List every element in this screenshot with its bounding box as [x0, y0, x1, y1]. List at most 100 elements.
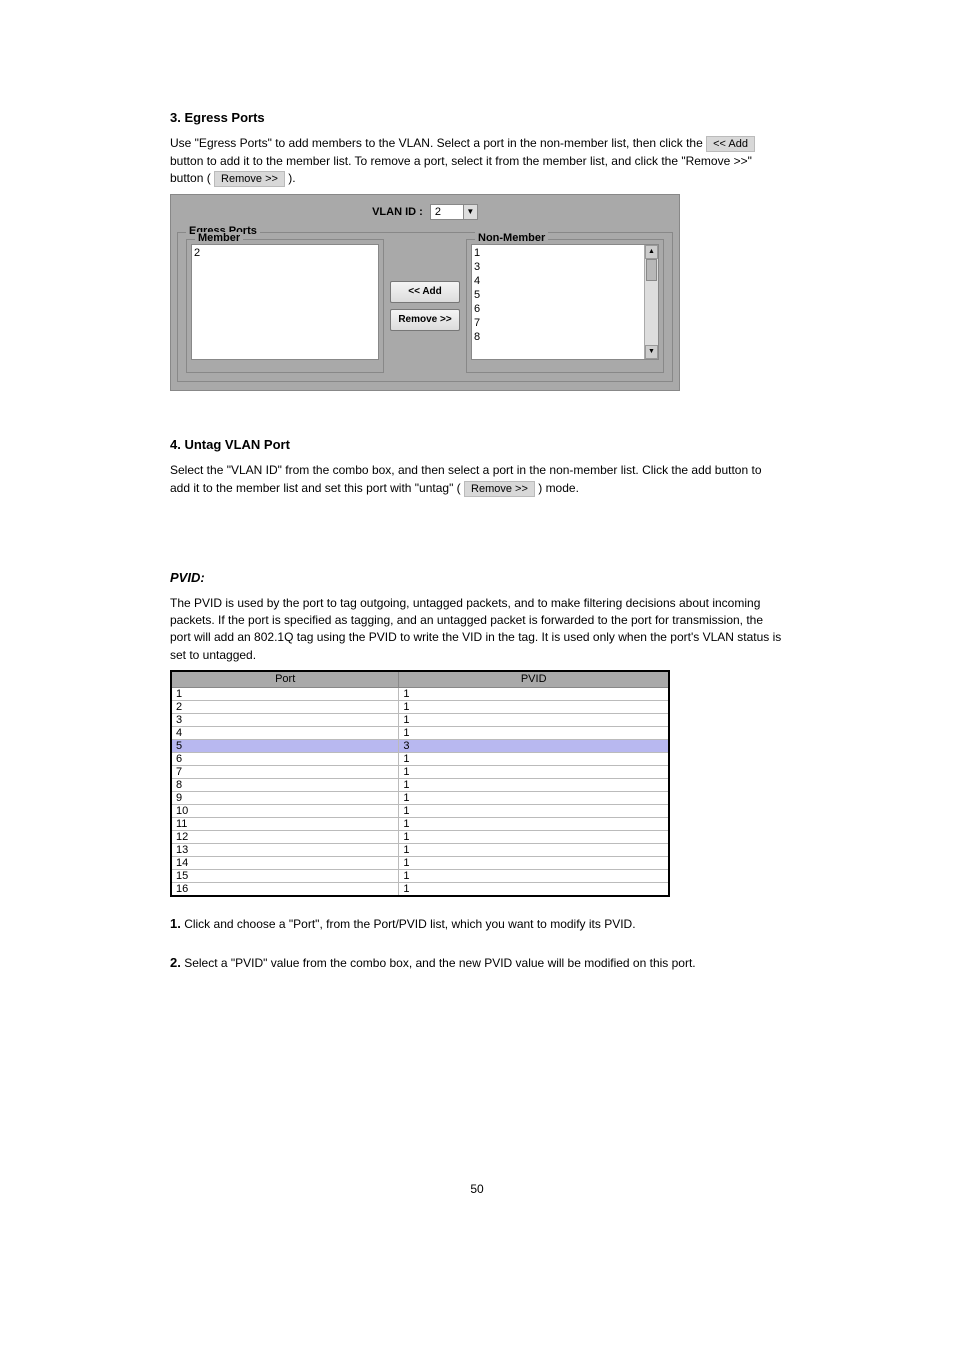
cell-port: 16	[171, 882, 399, 896]
scroll-track	[645, 281, 658, 345]
cell-pvid: 1	[399, 856, 669, 869]
table-row[interactable]: 31	[171, 713, 669, 726]
list-item[interactable]: 6	[474, 302, 640, 316]
section-title-untag: 4. Untag VLAN Port	[170, 437, 784, 452]
add-button[interactable]: << Add	[390, 281, 460, 303]
table-row[interactable]: 131	[171, 843, 669, 856]
step-1-number: 1.	[170, 916, 181, 931]
table-row[interactable]: 81	[171, 778, 669, 791]
table-row[interactable]: 121	[171, 830, 669, 843]
list-item[interactable]: 7	[474, 316, 640, 330]
cell-pvid: 1	[399, 830, 669, 843]
nonmember-column: Non-Member 1345678 ▲ ▼	[466, 239, 664, 373]
step-1-text: Click and choose a "Port", from the Port…	[184, 917, 635, 931]
remove-button[interactable]: Remove >>	[390, 309, 460, 331]
inline-remove-button-ref-2: Remove >>	[464, 481, 535, 497]
cell-pvid: 1	[399, 752, 669, 765]
vlan-id-row: VLAN ID : 2 ▼	[177, 201, 673, 228]
cell-port: 8	[171, 778, 399, 791]
cell-pvid: 1	[399, 713, 669, 726]
section-untag-vlan-port: 4. Untag VLAN Port Select the "VLAN ID" …	[170, 437, 784, 497]
scroll-up-icon[interactable]: ▲	[645, 245, 658, 259]
member-fieldset: Member 2	[186, 239, 384, 373]
scroll-down-icon[interactable]: ▼	[645, 345, 658, 359]
list-item[interactable]: 3	[474, 260, 640, 274]
egress-paragraph: Use "Egress Ports" to add members to the…	[170, 135, 784, 188]
table-row[interactable]: 21	[171, 700, 669, 713]
cell-pvid: 1	[399, 869, 669, 882]
cell-pvid: 1	[399, 882, 669, 896]
pvid-table-header-row: Port PVID	[171, 671, 669, 687]
list-item[interactable]: 5	[474, 288, 640, 302]
cell-port: 10	[171, 804, 399, 817]
cell-pvid: 1	[399, 817, 669, 830]
member-listbox[interactable]: 2	[191, 244, 379, 360]
nonmember-scrollbar[interactable]: ▲ ▼	[644, 245, 658, 359]
table-row[interactable]: 101	[171, 804, 669, 817]
nonmember-fieldset: Non-Member 1345678 ▲ ▼	[466, 239, 664, 373]
cell-port: 15	[171, 869, 399, 882]
list-item[interactable]: 1	[474, 246, 640, 260]
vlan-panel: VLAN ID : 2 ▼ Egress Ports Member 2	[170, 194, 680, 391]
cell-port: 13	[171, 843, 399, 856]
table-row[interactable]: 111	[171, 817, 669, 830]
cell-pvid: 1	[399, 843, 669, 856]
egress-text-c: ).	[288, 171, 295, 185]
untag-text-b: ) mode.	[538, 481, 579, 495]
cell-port: 5	[171, 739, 399, 752]
vlan-id-label: VLAN ID :	[372, 206, 423, 218]
nonmember-listbox[interactable]: 1345678 ▲ ▼	[471, 244, 659, 360]
nonmember-items: 1345678	[474, 246, 656, 344]
pvid-step-1: 1. Click and choose a "Port", from the P…	[170, 915, 784, 934]
cell-port: 3	[171, 713, 399, 726]
list-item[interactable]: 8	[474, 330, 640, 344]
member-items: 2	[194, 246, 376, 260]
cell-port: 9	[171, 791, 399, 804]
inline-add-button-ref: << Add	[706, 136, 755, 152]
table-row[interactable]: 41	[171, 726, 669, 739]
step-2-text: Select a "PVID" value from the combo box…	[184, 956, 695, 970]
egress-ports-fieldset: Egress Ports Member 2 << Add Remove >>	[177, 232, 673, 382]
cell-port: 6	[171, 752, 399, 765]
cell-port: 2	[171, 700, 399, 713]
inline-remove-button-ref: Remove >>	[214, 171, 285, 187]
pvid-table-body: 112131415361718191101111121131141151161	[171, 687, 669, 896]
egress-text-a: Use "Egress Ports" to add members to the…	[170, 136, 706, 150]
cell-pvid: 1	[399, 700, 669, 713]
cell-port: 1	[171, 687, 399, 700]
section-egress-ports: 3. Egress Ports Use "Egress Ports" to ad…	[170, 110, 784, 188]
member-legend: Member	[195, 232, 243, 244]
table-row[interactable]: 141	[171, 856, 669, 869]
page-root: 3. Egress Ports Use "Egress Ports" to ad…	[0, 0, 954, 1316]
pvid-title: PVID:	[170, 570, 784, 585]
chevron-down-icon: ▼	[463, 205, 477, 219]
scroll-thumb[interactable]	[646, 259, 657, 281]
vlan-id-value: 2	[435, 206, 441, 218]
section-pvid: PVID: The PVID is used by the port to ta…	[170, 570, 784, 665]
pvid-col-port: Port	[171, 671, 399, 687]
table-row[interactable]: 61	[171, 752, 669, 765]
cell-pvid: 1	[399, 726, 669, 739]
cell-pvid: 1	[399, 791, 669, 804]
list-item[interactable]: 2	[194, 246, 376, 260]
cell-pvid: 1	[399, 804, 669, 817]
cell-port: 11	[171, 817, 399, 830]
cell-port: 4	[171, 726, 399, 739]
table-row[interactable]: 91	[171, 791, 669, 804]
pvid-table: Port PVID 112131415361718191101111121131…	[170, 670, 670, 897]
member-column: Member 2	[186, 239, 384, 373]
table-row[interactable]: 161	[171, 882, 669, 896]
vlan-id-select[interactable]: 2 ▼	[430, 204, 478, 220]
list-item[interactable]: 4	[474, 274, 640, 288]
table-row[interactable]: 151	[171, 869, 669, 882]
pvid-col-pvid: PVID	[399, 671, 669, 687]
page-footer: 50	[170, 1182, 784, 1196]
pvid-paragraph: The PVID is used by the port to tag outg…	[170, 595, 784, 665]
cell-pvid: 1	[399, 687, 669, 700]
swap-button-column: << Add Remove >>	[388, 239, 462, 373]
table-row[interactable]: 71	[171, 765, 669, 778]
cell-pvid: 1	[399, 778, 669, 791]
table-row[interactable]: 53	[171, 739, 669, 752]
table-row[interactable]: 11	[171, 687, 669, 700]
cell-pvid: 3	[399, 739, 669, 752]
